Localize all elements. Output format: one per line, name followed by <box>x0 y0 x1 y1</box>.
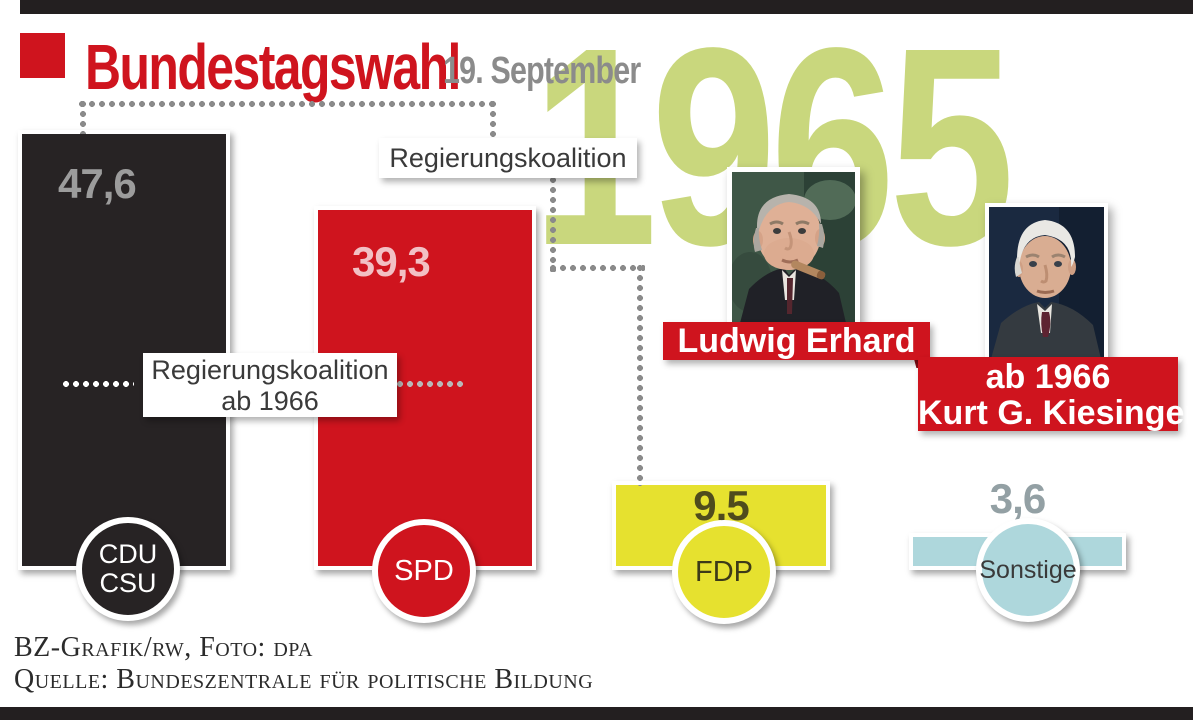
note-regierungskoalition-ab-1966: Regierungskoalition ab 1966 <box>143 353 397 417</box>
connector-box-top-v <box>489 100 497 140</box>
circle-label-spd: SPD <box>394 554 454 587</box>
connector-cdu-top-v <box>79 100 87 134</box>
note-regierungskoalition: Regierungskoalition <box>379 138 637 178</box>
kurt-kiesinger-photo <box>985 203 1108 363</box>
circle-label-cdu: CDU <box>98 539 158 569</box>
note-line-1: Regierungskoalition <box>151 355 389 385</box>
circle-label-csu: CSU <box>99 568 157 598</box>
connector-box-bottom-v <box>549 176 557 272</box>
bottom-border-bar <box>0 707 1193 720</box>
connector-ab1966-right <box>396 380 466 388</box>
connector-elbow-h <box>549 264 645 272</box>
bar-cdu-csu <box>18 130 230 570</box>
circle-label-fdp: FDP <box>695 555 753 588</box>
connector-fdp-v <box>636 264 644 486</box>
logo-red-square-icon <box>20 33 65 78</box>
credit-line: BZ-Grafik/rw, Foto: dpa <box>14 632 313 663</box>
banner-ludwig-erhard: Ludwig Erhard <box>663 322 930 360</box>
banner-line-1: ab 1966 <box>985 358 1111 396</box>
connector-ab1966-left <box>62 380 134 388</box>
value-sonstige: 3,6 <box>989 475 1046 522</box>
circle-sonstige: Sonstige <box>976 518 1080 622</box>
connector-header-h <box>78 100 498 108</box>
circle-label-sonstige: Sonstige <box>979 555 1077 584</box>
erhard-portrait-illustration <box>728 172 856 323</box>
value-spd: 39,3 <box>352 238 431 285</box>
kiesinger-portrait-illustration <box>989 207 1104 359</box>
value-cdu-csu: 47,6 <box>58 160 137 207</box>
circle-cdu-csu: CDU CSU <box>76 517 180 621</box>
circle-spd: SPD <box>372 519 476 623</box>
note-line-2: ab 1966 <box>221 386 319 416</box>
banner-line-2: Kurt G. Kiesinger <box>918 394 1193 432</box>
election-date: 19. September <box>443 50 641 92</box>
ludwig-erhard-photo <box>727 167 860 328</box>
banner-kurt-kiesinger: ab 1966 Kurt G. Kiesinger <box>918 357 1193 432</box>
top-border-bar <box>20 0 1193 14</box>
source-line: Quelle: Bundeszentrale für politische Bi… <box>14 664 594 695</box>
circle-fdp: FDP <box>672 520 776 624</box>
page-title: Bundestagswahl <box>85 31 461 103</box>
